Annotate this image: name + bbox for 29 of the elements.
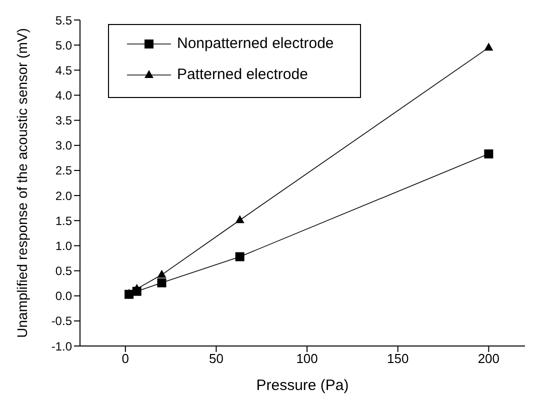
y-tick-label: 1.5 <box>55 214 72 228</box>
x-tick-label: 50 <box>208 351 224 366</box>
y-tick-label: 3.0 <box>55 138 72 153</box>
point <box>235 215 244 224</box>
y-tick-label: 4.0 <box>55 88 72 102</box>
x-axis-title: Pressure (Pa) <box>256 377 349 394</box>
x-tick-label: 0 <box>122 351 130 366</box>
legend-label: Patterned electrode <box>177 66 308 83</box>
point <box>484 149 494 158</box>
x-tick-label: 200 <box>478 351 500 366</box>
point <box>484 42 494 51</box>
y-axis-title: Unamplified response of the acoustic sensor (mV) <box>14 28 30 338</box>
x-tick-label: 150 <box>387 351 409 366</box>
y-tick-label: 0.0 <box>55 289 72 304</box>
point <box>157 278 166 288</box>
y-tick-label: 3.5 <box>55 114 72 128</box>
y-tick-label: 2.5 <box>55 164 72 178</box>
y-tick-label: 5.0 <box>55 38 72 52</box>
x-tick-label: 100 <box>296 351 318 366</box>
y-tick-label: 5.5 <box>55 13 72 28</box>
point <box>157 270 166 278</box>
y-tick-label: 2.0 <box>55 188 72 203</box>
y-tick-label: -1.0 <box>51 339 72 354</box>
y-tick-label: 0.5 <box>55 264 72 278</box>
point <box>235 252 244 262</box>
y-tick-label: 1.0 <box>55 238 72 253</box>
y-tick-label: 4.5 <box>55 63 72 78</box>
y-tick-label: -0.5 <box>51 314 72 328</box>
legend-label: Nonpatterned electrode <box>177 35 334 52</box>
